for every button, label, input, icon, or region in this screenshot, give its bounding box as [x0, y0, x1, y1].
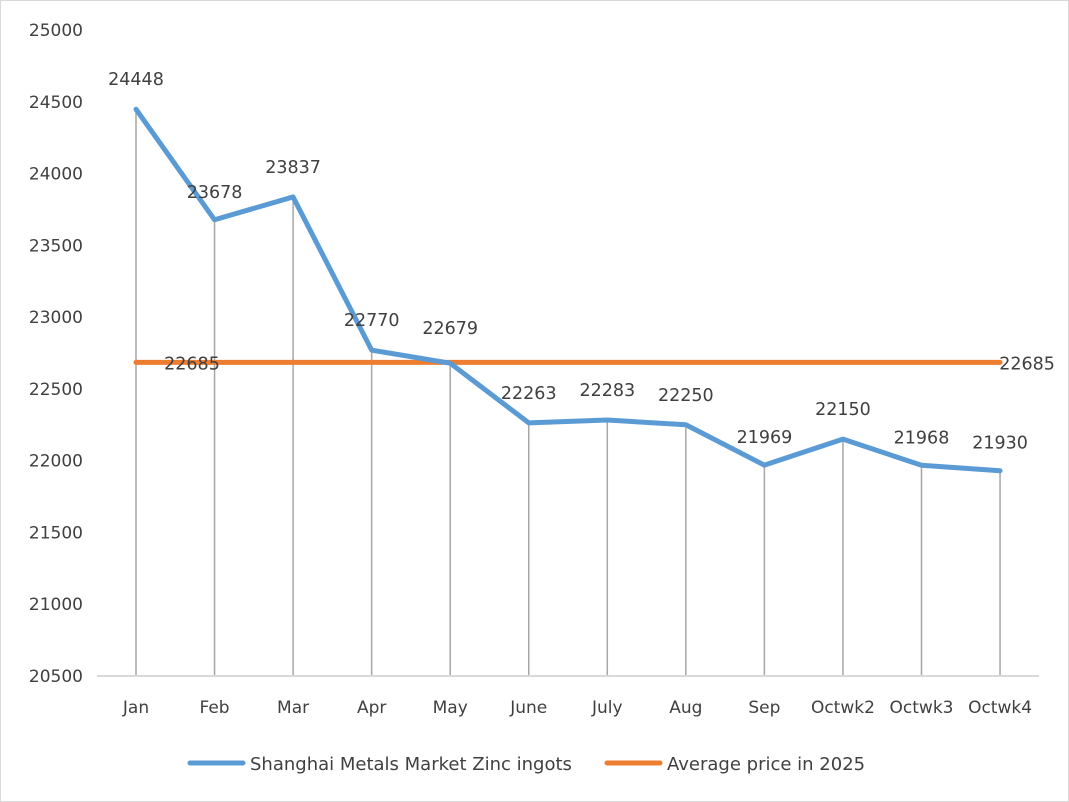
y-tick-label: 22500: [29, 380, 83, 400]
x-tick-label: Octwk4: [968, 698, 1032, 718]
data-label: 24448: [108, 70, 164, 90]
legend: Shanghai Metals Market Zinc ingots Averag…: [187, 754, 865, 775]
x-tick-label: Sep: [748, 698, 780, 718]
zinc-price-line: [133, 106, 1003, 474]
drop-lines: [135, 109, 1001, 676]
y-tick-label: 21500: [29, 523, 83, 543]
x-tick-label: July: [591, 698, 623, 718]
legend-label-zinc: Shanghai Metals Market Zinc ingots: [250, 754, 572, 775]
data-labels: 24448 23678 23837 22770 22679 22263 22283 22250…: [108, 70, 1055, 453]
average-data-label: 22685: [164, 354, 220, 374]
y-axis: 20500 21000 21500 22000 22500 23000 23500 24000…: [29, 21, 83, 687]
series-lines: [133, 106, 1003, 474]
x-tick-label: Mar: [277, 698, 309, 718]
x-tick-label: Aug: [669, 698, 702, 718]
x-tick-label: Feb: [199, 698, 229, 718]
y-tick-label: 21000: [29, 595, 83, 615]
legend-label-average: Average price in 2025: [667, 754, 865, 775]
y-tick-label: 23500: [29, 236, 83, 256]
y-tick-label: 24500: [29, 93, 83, 113]
data-label: 22150: [815, 400, 871, 420]
data-label: 21968: [894, 428, 950, 448]
y-tick-label: 22000: [29, 452, 83, 472]
x-tick-label: Octwk2: [811, 698, 875, 718]
x-tick-label: Apr: [357, 698, 386, 718]
data-label: 23678: [187, 183, 243, 203]
data-label: 22679: [422, 319, 478, 339]
data-label: 21930: [972, 434, 1028, 454]
data-label: 21969: [737, 428, 793, 448]
x-tick-label: Octwk3: [890, 698, 954, 718]
data-label: 22263: [501, 384, 557, 404]
x-axis: Jan Feb Mar Apr May June July Aug Sep Octwk2 Octwk…: [122, 698, 1032, 718]
y-tick-label: 25000: [29, 21, 83, 41]
x-tick-label: June: [509, 698, 547, 718]
data-label: 23837: [265, 158, 321, 178]
data-label: 22770: [344, 311, 400, 331]
average-data-label: 22685: [999, 354, 1055, 374]
data-label: 22250: [658, 386, 714, 406]
x-tick-label: May: [433, 698, 468, 718]
y-tick-label: 24000: [29, 165, 83, 185]
y-tick-label: 23000: [29, 308, 83, 328]
y-tick-label: 20500: [29, 667, 83, 687]
x-tick-label: Jan: [122, 698, 149, 718]
data-label: 22283: [579, 381, 635, 401]
